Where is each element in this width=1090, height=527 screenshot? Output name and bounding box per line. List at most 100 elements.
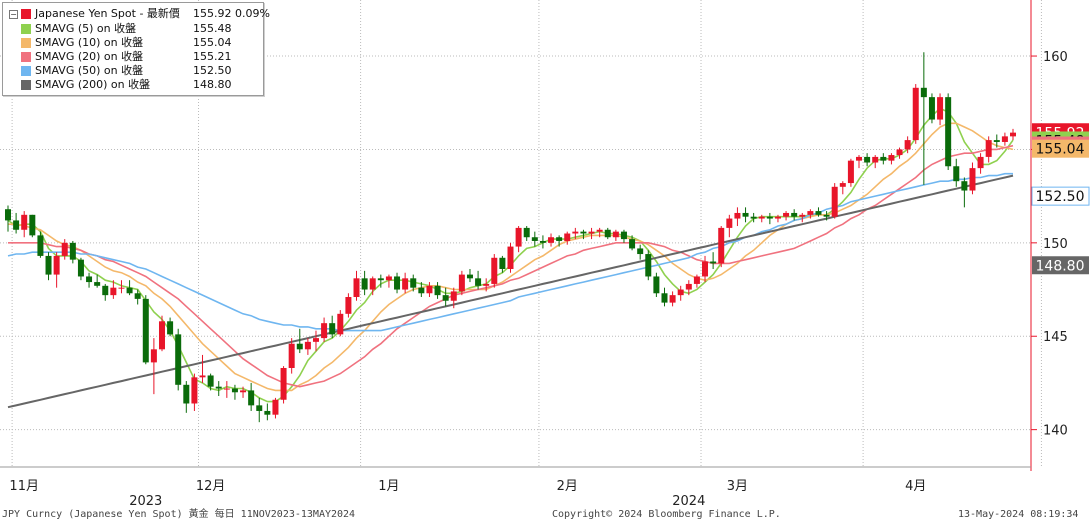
- candle-body: [693, 276, 700, 284]
- candle-body: [272, 399, 279, 415]
- candle-body: [677, 289, 684, 296]
- candle-body: [37, 235, 44, 256]
- price-tag-label: 152.50: [1036, 189, 1085, 205]
- candle-body: [718, 227, 725, 264]
- candle-body: [94, 282, 101, 286]
- ma-line-10: [8, 122, 1014, 392]
- legend-swatch-sma200: [21, 80, 31, 90]
- legend-value: 152.50: [193, 64, 232, 77]
- legend-name: SMAVG (50) on 收盤: [35, 64, 144, 77]
- candle-body: [191, 377, 198, 404]
- candle-body: [458, 274, 465, 292]
- candle-body: [385, 276, 392, 281]
- candle-body: [977, 156, 984, 169]
- candle-body: [207, 375, 214, 387]
- candle-body: [499, 257, 506, 269]
- candle-body: [394, 276, 401, 290]
- candle-body: [134, 293, 141, 299]
- candle-body: [815, 211, 822, 215]
- candle-body: [953, 166, 960, 182]
- candle-body: [766, 216, 773, 219]
- candle-body: [418, 287, 425, 294]
- legend: − Japanese Yen Spot - 最新價 155.92 0.09% S…: [2, 2, 270, 96]
- candle-body: [118, 287, 125, 289]
- candle-body: [410, 278, 417, 288]
- legend-swatch-price: [21, 9, 31, 19]
- candle-body: [702, 261, 709, 277]
- candle-body: [864, 156, 871, 163]
- footer-timestamp: 13-May-2024 08:19:34: [958, 509, 1079, 520]
- candle-body: [223, 388, 230, 390]
- axis-layer: 14014515015516011月12月1月2月3月4月20232024: [0, 0, 1068, 509]
- candle-body: [240, 390, 247, 393]
- candle-body: [158, 321, 165, 350]
- x-tick-label: 1月: [378, 479, 399, 494]
- x-tick-label: 4月: [905, 479, 926, 494]
- candle-body: [791, 212, 798, 217]
- year-label: 2023: [129, 494, 162, 509]
- candle-body: [564, 233, 571, 241]
- candle-body: [321, 323, 328, 339]
- candle-body: [1010, 132, 1016, 137]
- price-tag: [1031, 186, 1090, 206]
- x-tick-label: 3月: [727, 479, 748, 494]
- legend-name: Japanese Yen Spot - 最新價: [35, 7, 180, 20]
- candle-body: [961, 181, 968, 191]
- candle-body: [904, 140, 911, 150]
- candle-body: [896, 149, 903, 156]
- candle-body: [507, 246, 514, 269]
- candle-body: [29, 214, 36, 236]
- candle-body: [345, 297, 352, 314]
- legend-value: 155.48: [193, 22, 232, 35]
- legend-row-sma50: SMAVG (50) on 收盤 152.50: [7, 64, 261, 78]
- y-tick-label: 160: [1043, 50, 1068, 65]
- legend-swatch-sma10: [21, 38, 31, 48]
- candle-body: [329, 323, 336, 335]
- candle-body: [685, 283, 692, 290]
- candle-body: [831, 186, 838, 217]
- collapse-icon[interactable]: −: [9, 10, 18, 19]
- candle-body: [823, 214, 830, 217]
- candle-body: [669, 295, 676, 303]
- price-tag: [1032, 256, 1089, 275]
- y-tick-label: 150: [1043, 237, 1068, 252]
- candle-body: [5, 209, 11, 221]
- legend-row-sma200: SMAVG (200) on 收盤 148.80: [7, 78, 261, 92]
- candle-body: [69, 242, 76, 260]
- candle-body: [661, 293, 668, 303]
- candle-body: [750, 216, 757, 219]
- candle-body: [920, 87, 927, 98]
- candle-body: [426, 285, 433, 294]
- legend-name: SMAVG (10) on 收盤: [35, 36, 144, 49]
- legend-name: SMAVG (20) on 收盤: [35, 50, 144, 63]
- candle-body: [604, 229, 611, 238]
- candle-body: [256, 405, 263, 411]
- candle-body: [491, 257, 498, 284]
- candle-body: [21, 214, 28, 230]
- candle-body: [888, 155, 895, 161]
- legend-row-sma10: SMAVG (10) on 收盤 155.04: [7, 36, 261, 50]
- candle-body: [142, 298, 149, 363]
- candle-body: [710, 261, 717, 264]
- ma-line-20: [8, 144, 1014, 388]
- candle-body: [183, 384, 190, 404]
- candle-body: [799, 214, 806, 217]
- candle-body: [548, 237, 555, 243]
- footer-security-info: JPY Curncy (Japanese Yen Spot) 黃金 每日 11N…: [2, 509, 356, 520]
- candle-body: [86, 276, 93, 283]
- footer-copyright: Copyright© 2024 Bloomberg Finance L.P.: [552, 509, 781, 520]
- candle-body: [726, 218, 733, 228]
- candle-body: [231, 388, 238, 393]
- candle-body: [612, 231, 619, 238]
- x-tick-label: 11月: [9, 479, 39, 494]
- candle-body: [596, 229, 603, 232]
- candle-body: [1001, 136, 1008, 142]
- price-tag-label: 148.80: [1036, 258, 1085, 274]
- candle-body: [880, 156, 887, 161]
- candle-body: [280, 367, 287, 400]
- legend-swatch-sma5: [21, 24, 31, 34]
- candle-body: [167, 321, 174, 335]
- candle-body: [937, 97, 944, 120]
